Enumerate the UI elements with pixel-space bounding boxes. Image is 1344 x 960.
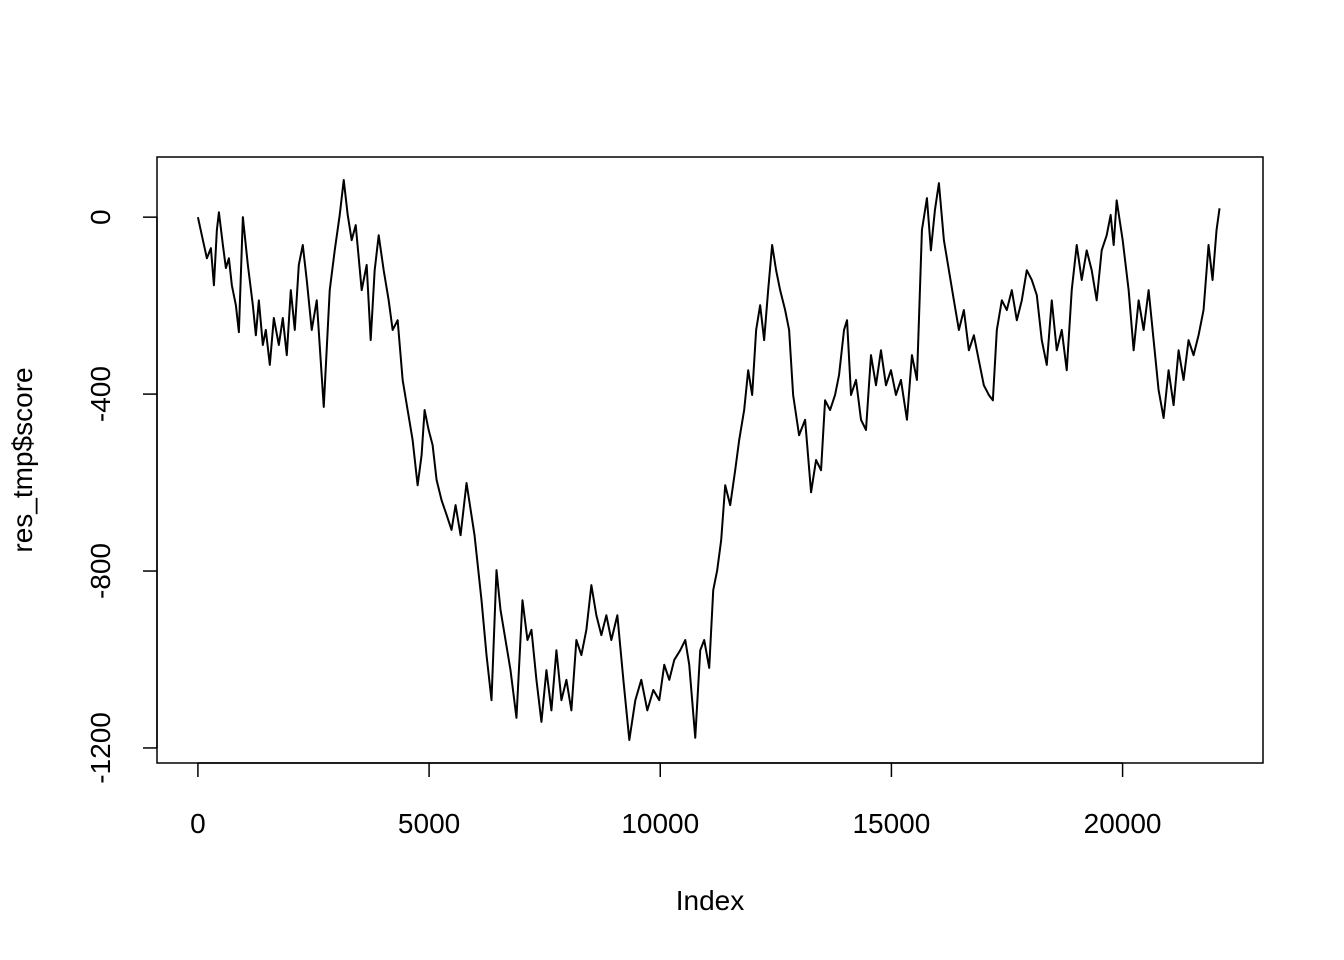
- x-tick-label: 5000: [398, 808, 460, 839]
- plot-frame: [156, 156, 1264, 764]
- x-tick-label: 0: [190, 808, 206, 839]
- x-tick-label: 10000: [621, 808, 699, 839]
- y-tick-label: -400: [85, 366, 116, 422]
- x-tick-label: 20000: [1084, 808, 1162, 839]
- y-tick-label: 0: [85, 209, 116, 225]
- y-tick-label: -1200: [85, 712, 116, 784]
- data-line: [196, 179, 1221, 741]
- x-axis-label: Index: [676, 885, 745, 916]
- y-tick-label: -800: [85, 543, 116, 599]
- x-tick-label: 15000: [852, 808, 930, 839]
- y-axis-label: res_tmp$score: [7, 367, 38, 552]
